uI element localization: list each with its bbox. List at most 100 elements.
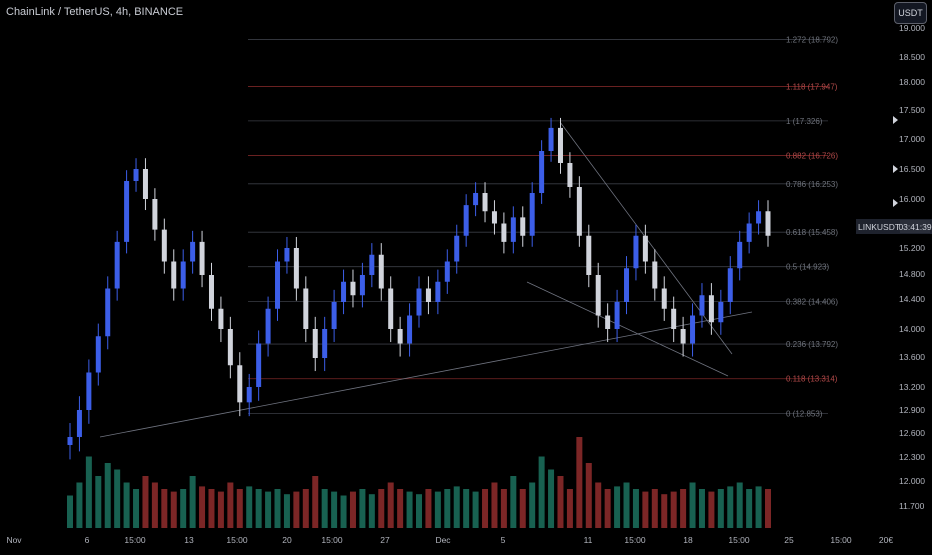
volume-bar — [698, 489, 705, 528]
candle-body — [444, 261, 450, 282]
y-tick-label: 14.400 — [899, 294, 925, 304]
candle-body — [586, 235, 592, 275]
volume-bar — [246, 486, 253, 528]
candle-body — [208, 275, 214, 309]
volume-bar — [727, 486, 734, 528]
candle-body — [303, 288, 309, 329]
volume-bar — [349, 491, 356, 528]
axis-marker-icon — [893, 116, 898, 124]
y-tick-label: 17.000 — [899, 134, 925, 144]
price-tag-countdown: 03:41:39 — [898, 220, 932, 233]
volume-bar — [472, 491, 479, 528]
candle-body — [539, 151, 545, 193]
candle-body — [473, 193, 479, 206]
y-tick-label: 18.000 — [899, 77, 925, 87]
x-tick-label: 15:00 — [124, 535, 146, 545]
fib-label: 1.118 (17.947) — [786, 82, 838, 91]
volume-bar — [95, 476, 102, 528]
x-tick-label: 13 — [184, 535, 194, 545]
y-tick-label: 19.000 — [899, 23, 925, 33]
y-tick-label: 18.500 — [899, 52, 925, 62]
candle-body — [576, 187, 582, 236]
y-tick-label: 15.200 — [899, 243, 925, 253]
candle-body — [708, 295, 714, 323]
x-tick-label: Dec — [435, 535, 451, 545]
candle-body — [152, 199, 158, 230]
volume-bar — [180, 489, 187, 528]
candle-body — [312, 329, 318, 358]
candle-body — [407, 315, 413, 344]
volume-bar — [302, 489, 309, 528]
volume-bar — [510, 476, 517, 528]
volume-bar — [491, 482, 498, 528]
x-tick-label: 5 — [501, 535, 506, 545]
chart-title: ChainLink / TetherUS, 4h, BINANCE — [6, 6, 184, 18]
volume-bar — [378, 489, 385, 528]
volume-bar — [642, 491, 649, 528]
candle-body — [501, 223, 507, 242]
fib-label: 0.236 (13.792) — [786, 340, 838, 349]
axis-marker-icon — [893, 199, 898, 207]
candle-body — [275, 261, 281, 309]
candle-body — [746, 223, 752, 242]
fib-label: 0.618 (15.458) — [786, 228, 838, 237]
y-tick-label: 11.700 — [899, 501, 925, 511]
candle-body — [463, 205, 469, 236]
candle-body — [661, 288, 667, 309]
volume-bar — [283, 494, 290, 528]
candle-body — [76, 410, 82, 437]
candle-body — [322, 329, 328, 358]
volume-bar — [67, 495, 73, 528]
x-tick-label: 15:00 — [624, 535, 646, 545]
candle-body — [510, 217, 516, 242]
candle-body — [557, 127, 563, 163]
fib-label: 0.786 (16.253) — [786, 180, 838, 189]
volume-bar — [340, 495, 347, 528]
candle-body — [369, 254, 375, 275]
volume-bar — [453, 486, 460, 528]
volume-bar — [227, 482, 234, 528]
x-tick-label: 11 — [584, 535, 593, 545]
candle-body — [199, 241, 205, 275]
candle-body — [331, 302, 337, 329]
currency-button[interactable]: USDT — [894, 2, 927, 24]
fib-label: 0 (12.853) — [786, 410, 823, 419]
candle-body — [671, 308, 677, 329]
candle-body — [624, 268, 630, 302]
candle-body — [359, 275, 365, 296]
y-tick-label: 12.900 — [899, 405, 925, 415]
candle-body — [614, 302, 620, 329]
candle-body — [237, 365, 243, 403]
volume-bar — [670, 491, 677, 528]
candle-body — [341, 281, 347, 302]
x-tick-label: 20€ — [879, 535, 893, 545]
volume-bar — [614, 486, 621, 528]
x-tick-label: Nov — [6, 535, 22, 545]
volume-bar — [689, 482, 696, 528]
volume-bar — [170, 491, 177, 528]
volume-bar — [661, 494, 668, 528]
candle-body — [350, 281, 356, 296]
volume-bar — [161, 489, 168, 528]
volume-bar — [199, 486, 206, 528]
volume-bar — [368, 494, 375, 528]
x-tick-label: 15:00 — [728, 535, 750, 545]
x-tick-label: 25 — [784, 535, 794, 545]
volume-bar — [416, 494, 422, 528]
x-tick-label: 20 — [282, 535, 292, 545]
volume-bar — [708, 491, 715, 528]
candle-body — [180, 261, 186, 289]
candle-body — [727, 268, 733, 302]
candle-body — [652, 261, 658, 289]
volume-bar — [529, 482, 536, 528]
candle-body — [595, 275, 601, 316]
x-tick-label: 27 — [380, 535, 390, 545]
volume-bar — [632, 489, 639, 528]
volume-bar — [576, 437, 583, 528]
y-tick-label: 14.800 — [899, 269, 925, 279]
volume-bar — [434, 491, 441, 528]
candle-body — [86, 372, 92, 410]
fib-label: 0.382 (14.406) — [786, 298, 838, 307]
